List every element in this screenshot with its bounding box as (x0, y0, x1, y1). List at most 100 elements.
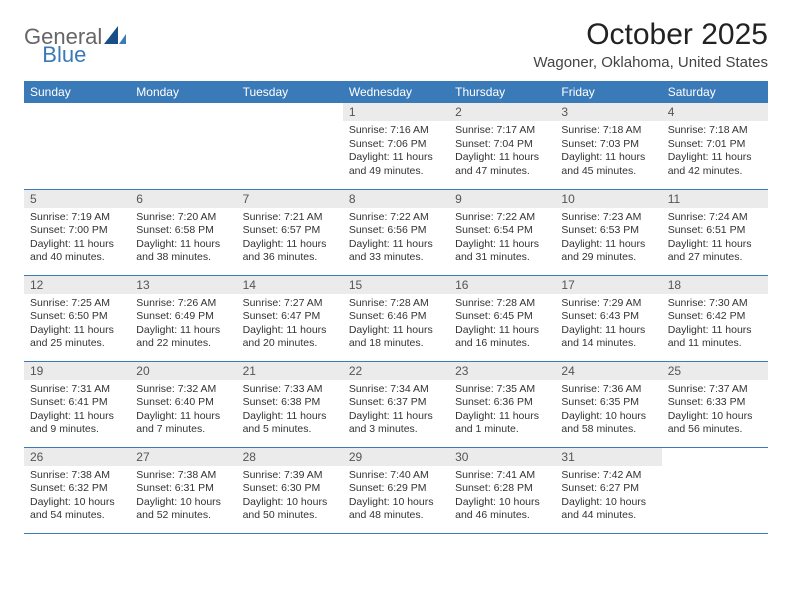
daylight-text: Daylight: 11 hours and 45 minutes. (561, 151, 655, 178)
daylight-text: Daylight: 11 hours and 29 minutes. (561, 238, 655, 265)
sunrise-text: Sunrise: 7:18 AM (561, 124, 655, 138)
sunrise-text: Sunrise: 7:32 AM (136, 383, 230, 397)
day-body: Sunrise: 7:39 AMSunset: 6:30 PMDaylight:… (237, 466, 343, 528)
sunrise-text: Sunrise: 7:34 AM (349, 383, 443, 397)
sunset-text: Sunset: 6:53 PM (561, 224, 655, 238)
day-body: Sunrise: 7:33 AMSunset: 6:38 PMDaylight:… (237, 380, 343, 442)
sunrise-text: Sunrise: 7:31 AM (30, 383, 124, 397)
daylight-text: Daylight: 11 hours and 3 minutes. (349, 410, 443, 437)
day-number: 14 (237, 276, 343, 294)
calendar-cell: 27Sunrise: 7:38 AMSunset: 6:31 PMDayligh… (130, 447, 236, 533)
weekday-header: Wednesday (343, 81, 449, 103)
daylight-text: Daylight: 10 hours and 48 minutes. (349, 496, 443, 523)
day-body: Sunrise: 7:32 AMSunset: 6:40 PMDaylight:… (130, 380, 236, 442)
daylight-text: Daylight: 11 hours and 5 minutes. (243, 410, 337, 437)
calendar-cell: 9Sunrise: 7:22 AMSunset: 6:54 PMDaylight… (449, 189, 555, 275)
day-body: Sunrise: 7:26 AMSunset: 6:49 PMDaylight:… (130, 294, 236, 356)
weekday-header: Thursday (449, 81, 555, 103)
day-body: Sunrise: 7:16 AMSunset: 7:06 PMDaylight:… (343, 121, 449, 183)
calendar-cell: 5Sunrise: 7:19 AMSunset: 7:00 PMDaylight… (24, 189, 130, 275)
sunset-text: Sunset: 7:03 PM (561, 138, 655, 152)
sunset-text: Sunset: 6:38 PM (243, 396, 337, 410)
day-body: Sunrise: 7:28 AMSunset: 6:45 PMDaylight:… (449, 294, 555, 356)
weekday-header: Saturday (662, 81, 768, 103)
sunset-text: Sunset: 6:42 PM (668, 310, 762, 324)
sunrise-text: Sunrise: 7:18 AM (668, 124, 762, 138)
day-number: 19 (24, 362, 130, 380)
calendar-cell: 4Sunrise: 7:18 AMSunset: 7:01 PMDaylight… (662, 103, 768, 189)
day-body: Sunrise: 7:29 AMSunset: 6:43 PMDaylight:… (555, 294, 661, 356)
daylight-text: Daylight: 10 hours and 52 minutes. (136, 496, 230, 523)
day-number: 17 (555, 276, 661, 294)
daylight-text: Daylight: 11 hours and 7 minutes. (136, 410, 230, 437)
daylight-text: Daylight: 11 hours and 38 minutes. (136, 238, 230, 265)
calendar-cell (662, 447, 768, 533)
calendar-cell: 15Sunrise: 7:28 AMSunset: 6:46 PMDayligh… (343, 275, 449, 361)
logo-text-blue: Blue (42, 42, 86, 68)
calendar-cell: 28Sunrise: 7:39 AMSunset: 6:30 PMDayligh… (237, 447, 343, 533)
sunrise-text: Sunrise: 7:30 AM (668, 297, 762, 311)
calendar-cell: 29Sunrise: 7:40 AMSunset: 6:29 PMDayligh… (343, 447, 449, 533)
calendar-cell (130, 103, 236, 189)
calendar-cell: 22Sunrise: 7:34 AMSunset: 6:37 PMDayligh… (343, 361, 449, 447)
sunrise-text: Sunrise: 7:29 AM (561, 297, 655, 311)
daylight-text: Daylight: 11 hours and 33 minutes. (349, 238, 443, 265)
sunrise-text: Sunrise: 7:35 AM (455, 383, 549, 397)
daylight-text: Daylight: 10 hours and 58 minutes. (561, 410, 655, 437)
day-body: Sunrise: 7:37 AMSunset: 6:33 PMDaylight:… (662, 380, 768, 442)
daylight-text: Daylight: 11 hours and 31 minutes. (455, 238, 549, 265)
sunrise-text: Sunrise: 7:42 AM (561, 469, 655, 483)
day-body: Sunrise: 7:27 AMSunset: 6:47 PMDaylight:… (237, 294, 343, 356)
day-body: Sunrise: 7:25 AMSunset: 6:50 PMDaylight:… (24, 294, 130, 356)
daylight-text: Daylight: 11 hours and 36 minutes. (243, 238, 337, 265)
weekday-header: Tuesday (237, 81, 343, 103)
day-number: 29 (343, 448, 449, 466)
sunset-text: Sunset: 6:46 PM (349, 310, 443, 324)
daylight-text: Daylight: 11 hours and 49 minutes. (349, 151, 443, 178)
day-number: 16 (449, 276, 555, 294)
daylight-text: Daylight: 11 hours and 27 minutes. (668, 238, 762, 265)
calendar-cell: 31Sunrise: 7:42 AMSunset: 6:27 PMDayligh… (555, 447, 661, 533)
sunrise-text: Sunrise: 7:37 AM (668, 383, 762, 397)
day-body: Sunrise: 7:41 AMSunset: 6:28 PMDaylight:… (449, 466, 555, 528)
day-body: Sunrise: 7:17 AMSunset: 7:04 PMDaylight:… (449, 121, 555, 183)
sunrise-text: Sunrise: 7:27 AM (243, 297, 337, 311)
calendar-cell: 18Sunrise: 7:30 AMSunset: 6:42 PMDayligh… (662, 275, 768, 361)
day-number: 11 (662, 190, 768, 208)
calendar-week-row: 5Sunrise: 7:19 AMSunset: 7:00 PMDaylight… (24, 189, 768, 275)
daylight-text: Daylight: 11 hours and 42 minutes. (668, 151, 762, 178)
sunset-text: Sunset: 7:00 PM (30, 224, 124, 238)
day-number: 22 (343, 362, 449, 380)
day-body: Sunrise: 7:18 AMSunset: 7:03 PMDaylight:… (555, 121, 661, 183)
sunset-text: Sunset: 6:36 PM (455, 396, 549, 410)
calendar-cell: 11Sunrise: 7:24 AMSunset: 6:51 PMDayligh… (662, 189, 768, 275)
day-number: 7 (237, 190, 343, 208)
calendar-cell: 25Sunrise: 7:37 AMSunset: 6:33 PMDayligh… (662, 361, 768, 447)
daylight-text: Daylight: 10 hours and 46 minutes. (455, 496, 549, 523)
day-number: 28 (237, 448, 343, 466)
day-number: 9 (449, 190, 555, 208)
day-body: Sunrise: 7:35 AMSunset: 6:36 PMDaylight:… (449, 380, 555, 442)
day-body: Sunrise: 7:31 AMSunset: 6:41 PMDaylight:… (24, 380, 130, 442)
day-number: 21 (237, 362, 343, 380)
sunrise-text: Sunrise: 7:16 AM (349, 124, 443, 138)
day-number: 15 (343, 276, 449, 294)
daylight-text: Daylight: 11 hours and 9 minutes. (30, 410, 124, 437)
logo: General Blue (24, 18, 170, 50)
sunrise-text: Sunrise: 7:21 AM (243, 211, 337, 225)
day-number: 12 (24, 276, 130, 294)
daylight-text: Daylight: 10 hours and 44 minutes. (561, 496, 655, 523)
sunrise-text: Sunrise: 7:23 AM (561, 211, 655, 225)
day-number: 27 (130, 448, 236, 466)
sunset-text: Sunset: 6:35 PM (561, 396, 655, 410)
day-body: Sunrise: 7:22 AMSunset: 6:54 PMDaylight:… (449, 208, 555, 270)
day-number: 6 (130, 190, 236, 208)
daylight-text: Daylight: 10 hours and 54 minutes. (30, 496, 124, 523)
calendar-cell: 30Sunrise: 7:41 AMSunset: 6:28 PMDayligh… (449, 447, 555, 533)
day-body: Sunrise: 7:40 AMSunset: 6:29 PMDaylight:… (343, 466, 449, 528)
sunset-text: Sunset: 6:49 PM (136, 310, 230, 324)
day-number: 30 (449, 448, 555, 466)
day-number: 24 (555, 362, 661, 380)
weekday-header-row: SundayMondayTuesdayWednesdayThursdayFrid… (24, 81, 768, 103)
day-number: 18 (662, 276, 768, 294)
